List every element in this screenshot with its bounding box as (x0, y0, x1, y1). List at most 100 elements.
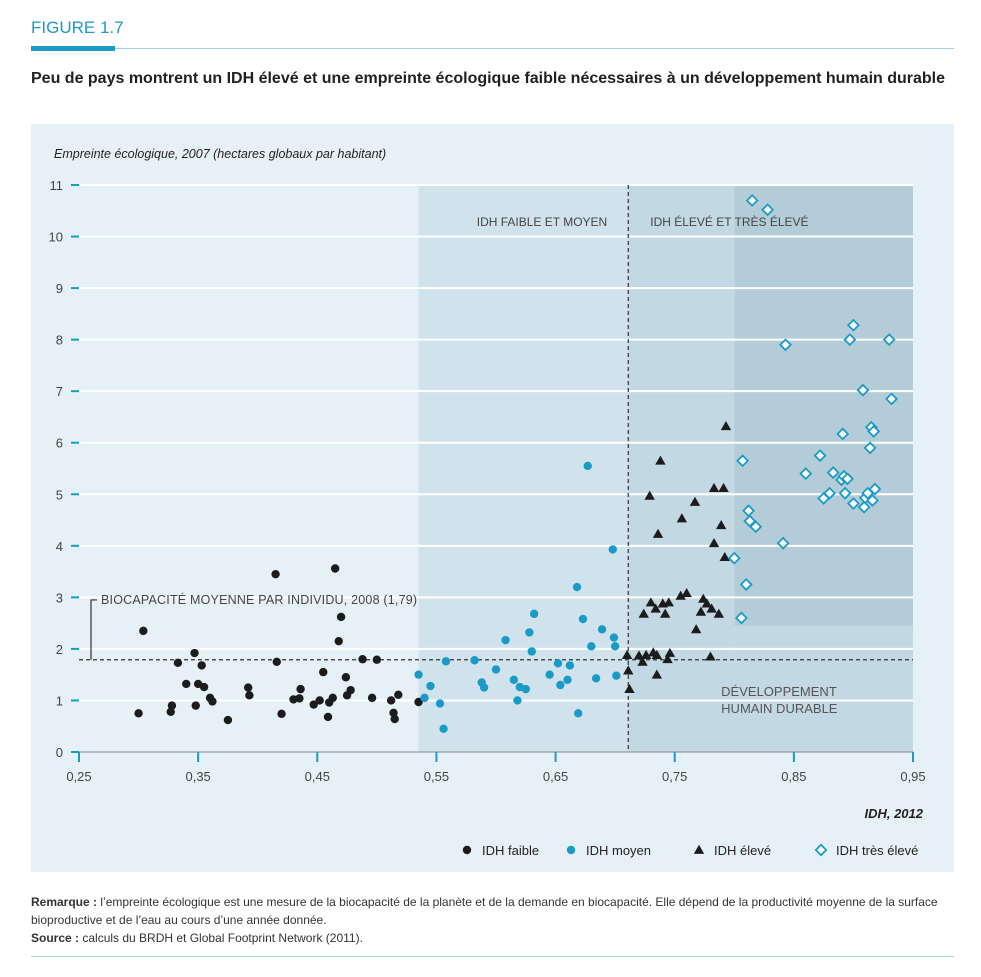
data-point (330, 564, 340, 573)
data-point (713, 608, 724, 618)
data-point (638, 608, 649, 618)
data-point (243, 683, 253, 692)
data-point (182, 679, 191, 689)
data-point (745, 193, 759, 207)
data-point (675, 590, 686, 600)
data-point (708, 482, 720, 492)
data-point (715, 520, 727, 530)
data-point (856, 383, 870, 397)
y-axis-title: Empreinte écologique, 2007 (hectares glo… (54, 147, 386, 161)
data-point (271, 569, 280, 579)
data-point (846, 318, 860, 332)
data-point (681, 588, 692, 598)
legend-label: IDH moyen (586, 843, 651, 858)
high-veryhigh-label: IDH ÉLEVÉ ET TRÈS ÉLEVÉ (650, 214, 808, 229)
data-point (662, 654, 673, 664)
x-tick-label: 0,45 (305, 769, 330, 784)
source-label: Source : (31, 931, 80, 945)
data-point (525, 628, 534, 637)
data-point (659, 608, 671, 618)
data-point (749, 520, 763, 534)
legend-label: IDH très élevé (836, 843, 918, 858)
data-point (513, 696, 522, 705)
data-point (645, 597, 657, 607)
y-tick-label: 9 (56, 281, 63, 296)
data-point (708, 538, 720, 548)
data-point (565, 661, 575, 670)
y-tick-label: 4 (56, 539, 63, 554)
data-point (295, 694, 304, 703)
data-point (705, 651, 716, 661)
data-point (386, 696, 396, 705)
data-point (650, 603, 661, 613)
data-point (621, 649, 633, 659)
data-point (574, 709, 583, 718)
data-point (328, 693, 337, 703)
x-tick-label: 0,75 (662, 769, 687, 784)
data-point (556, 680, 565, 690)
data-point (640, 649, 652, 659)
data-point (470, 656, 479, 665)
data-point (736, 454, 750, 468)
biocapacity-bracket (90, 599, 97, 660)
data-point (441, 657, 451, 666)
legend-marker (814, 843, 828, 857)
sustainable-label-line2: HUMAIN DURABLE (721, 701, 838, 716)
data-point (309, 700, 318, 709)
data-point (826, 466, 840, 480)
data-point (479, 683, 489, 692)
data-point (720, 421, 732, 431)
legend-label: IDH élevé (714, 843, 771, 858)
data-point (199, 682, 209, 692)
legend-label: IDH faible (482, 843, 539, 858)
data-point (223, 715, 233, 725)
data-point (882, 333, 896, 347)
source-text: calculs du BRDH et Global Footprint Netw… (79, 931, 363, 945)
y-tick-label: 7 (56, 384, 63, 399)
x-axis-title: IDH, 2012 (864, 806, 923, 821)
x-tick-label: 0,95 (900, 769, 925, 784)
data-point (323, 712, 333, 722)
data-point (840, 472, 854, 486)
data-point (624, 683, 635, 694)
y-tick-label: 2 (56, 642, 63, 657)
data-point (838, 486, 852, 500)
data-point (435, 699, 445, 708)
data-point (799, 467, 813, 481)
footer-rule (31, 956, 954, 957)
data-point (718, 482, 729, 492)
data-point (690, 624, 702, 634)
low-medium-label: IDH FAIBLE ET MOYEN (477, 215, 607, 229)
data-point (609, 633, 619, 642)
data-point (527, 647, 536, 656)
y-tick-label: 11 (50, 178, 64, 193)
data-point (346, 685, 355, 695)
remark-text: l’empreinte écologique est une mesure de… (31, 895, 938, 927)
x-tick-label: 0,85 (781, 769, 806, 784)
data-point (863, 441, 877, 455)
data-point (134, 709, 143, 718)
data-point (779, 338, 792, 352)
data-point (390, 714, 399, 724)
data-point (439, 724, 448, 734)
data-point (272, 657, 281, 666)
legend-marker (693, 844, 705, 854)
chart-panel: 0 1 2 3 4 5 6 7 8 9 10 11 0,25 0,35 0,45 0,55 0,65 0,75 0,… (31, 124, 954, 872)
data-point (572, 582, 582, 592)
data-point (719, 551, 730, 562)
sustainable-label-line1: DÉVELOPPEMENT (721, 684, 837, 699)
data-point (761, 203, 775, 217)
data-point (701, 598, 713, 608)
data-point (885, 392, 899, 406)
data-point (394, 690, 403, 699)
data-point (578, 614, 588, 624)
data-point (319, 667, 328, 677)
y-tick-label: 8 (56, 333, 63, 348)
data-point (695, 606, 707, 616)
data-point (501, 635, 510, 645)
remark-label: Remarque : (31, 895, 98, 909)
data-point (190, 648, 199, 658)
data-point (358, 655, 367, 664)
data-point (414, 697, 423, 707)
data-point (529, 609, 539, 619)
